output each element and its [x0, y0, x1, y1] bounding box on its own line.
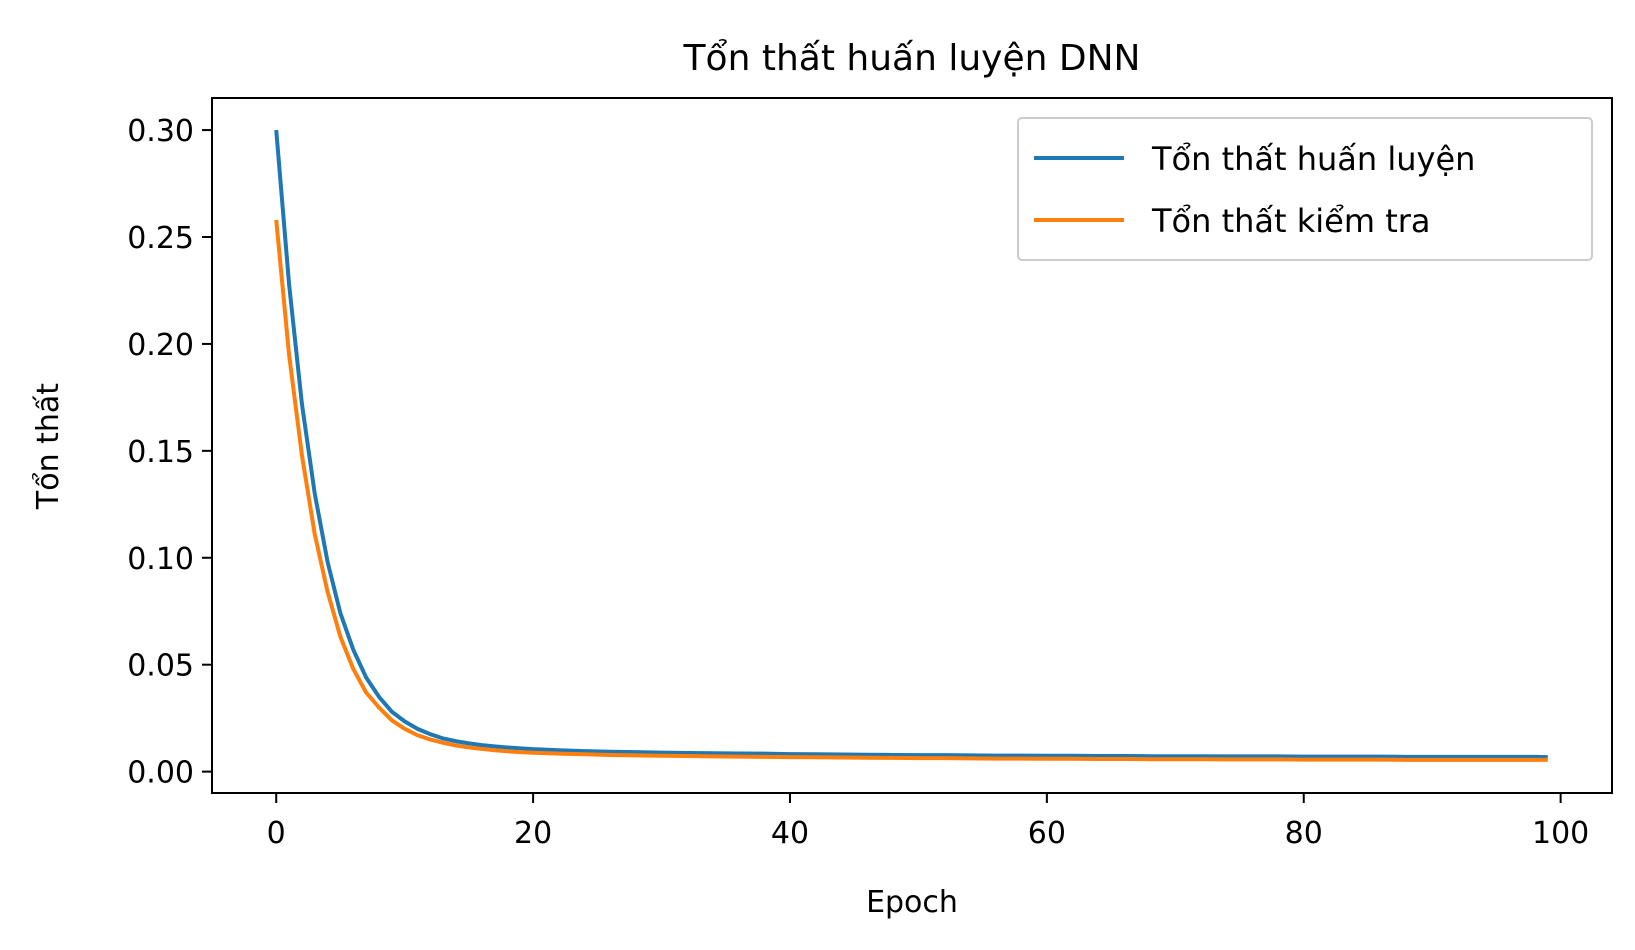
- x-axis-ticks: 0 20 40 60 80 100: [267, 793, 1589, 851]
- y-tick-label: 0.25: [127, 221, 194, 256]
- x-tick-label: 40: [771, 816, 809, 851]
- chart-title: Tổn thất huấn luyện DNN: [683, 38, 1141, 79]
- y-tick-label: 0.05: [127, 649, 194, 684]
- legend-label-training: Tổn thất huấn luyện: [1151, 140, 1475, 178]
- y-tick-label: 0.00: [127, 756, 194, 791]
- legend: Tổn thất huấn luyện Tổn thất kiểm tra: [1017, 117, 1593, 261]
- y-tick-label: 0.10: [127, 542, 194, 577]
- legend-label-validation: Tổn thất kiểm tra: [1151, 202, 1431, 240]
- x-tick-label: 60: [1028, 816, 1066, 851]
- series-group: [274, 129, 1548, 762]
- series-line-training: [274, 129, 1548, 760]
- y-axis-ticks: 0.00 0.05 0.10 0.15 0.20 0.25 0.30: [127, 114, 212, 791]
- x-tick-label: 100: [1532, 816, 1589, 851]
- series-line-validation: [274, 219, 1548, 762]
- y-axis-title: Tổn thất: [30, 383, 66, 510]
- plot-frame: [211, 97, 1613, 794]
- x-axis-title: Epoch: [866, 885, 958, 920]
- x-tick-label: 20: [514, 816, 552, 851]
- x-tick-label: 0: [267, 816, 286, 851]
- x-tick-label: 80: [1285, 816, 1323, 851]
- legend-box: [1017, 117, 1593, 261]
- y-tick-label: 0.15: [127, 435, 194, 470]
- y-tick-label: 0.30: [127, 114, 194, 149]
- y-tick-label: 0.20: [127, 328, 194, 363]
